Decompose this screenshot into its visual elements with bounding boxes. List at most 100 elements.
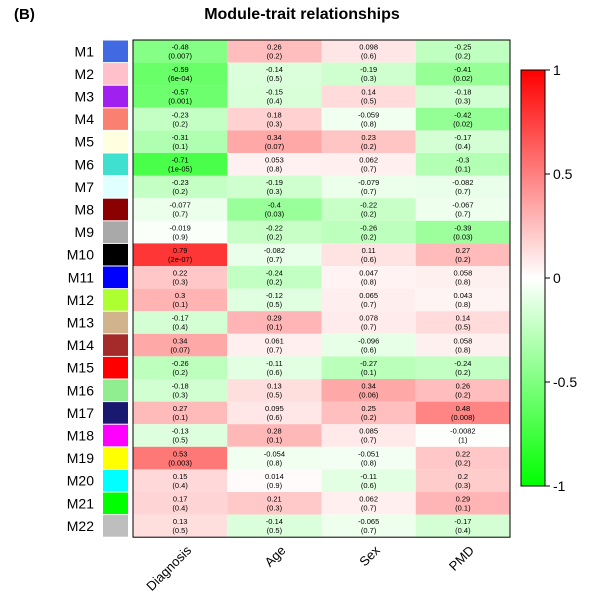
heatmap-cell bbox=[133, 175, 228, 199]
cell-correlation-label: -0.18 bbox=[172, 382, 189, 391]
module-color-swatch bbox=[103, 356, 128, 379]
cell-correlation-label: 0.79 bbox=[173, 246, 188, 255]
heatmap-cell bbox=[415, 175, 510, 199]
cell-correlation-label: -0.14 bbox=[266, 517, 283, 526]
heatmap-cell bbox=[415, 379, 510, 402]
cell-correlation-label: 0.065 bbox=[359, 291, 378, 300]
cell-correlation-label: 0.29 bbox=[456, 495, 471, 504]
heatmap-cell bbox=[415, 424, 510, 447]
column-label: Age bbox=[262, 543, 289, 570]
row-label: M3 bbox=[75, 89, 95, 105]
cell-pvalue-label: (0.008) bbox=[451, 413, 475, 422]
colorbar-tick-label: 0 bbox=[553, 270, 561, 286]
cell-pvalue-label: (0.3) bbox=[455, 481, 471, 490]
heatmap-cell bbox=[415, 266, 510, 289]
cell-correlation-label: 0.078 bbox=[359, 314, 378, 323]
cell-correlation-label: 0.25 bbox=[361, 404, 376, 413]
cell-pvalue-label: (0.5) bbox=[267, 526, 283, 535]
cell-correlation-label: -0.26 bbox=[360, 223, 377, 232]
heatmap-cell bbox=[321, 130, 416, 153]
cell-correlation-label: 0.3 bbox=[175, 291, 185, 300]
cell-correlation-label: -0.0082 bbox=[450, 427, 475, 436]
cell-pvalue-label: (0.03) bbox=[453, 232, 473, 241]
cell-correlation-label: 0.34 bbox=[267, 133, 282, 142]
module-color-swatch bbox=[103, 469, 128, 492]
row-label: M8 bbox=[75, 202, 95, 218]
heatmap-cell bbox=[321, 220, 416, 244]
cell-pvalue-label: (0.7) bbox=[267, 345, 283, 354]
cell-correlation-label: 0.014 bbox=[265, 472, 284, 481]
cell-correlation-label: 0.18 bbox=[267, 110, 282, 119]
heatmap-cell bbox=[415, 446, 510, 470]
cell-pvalue-label: (0.8) bbox=[361, 278, 377, 287]
cell-pvalue-label: (0.2) bbox=[267, 278, 283, 287]
column-label: PMD bbox=[446, 543, 477, 574]
heatmap-cell bbox=[133, 356, 228, 379]
heatmap-cell bbox=[133, 311, 228, 334]
cell-pvalue-label: (0.4) bbox=[172, 504, 188, 513]
heatmap-cell bbox=[415, 492, 510, 515]
heatmap-cell bbox=[321, 514, 416, 538]
heatmap-cell bbox=[133, 514, 228, 538]
module-color-swatch bbox=[103, 266, 128, 289]
cell-correlation-label: 0.34 bbox=[361, 382, 376, 391]
cell-pvalue-label: (0.02) bbox=[453, 74, 473, 83]
cell-correlation-label: -0.22 bbox=[360, 201, 377, 210]
module-color-swatch bbox=[103, 243, 128, 266]
row-label: M5 bbox=[75, 134, 95, 150]
heatmap-cell bbox=[415, 401, 510, 425]
row-label: M6 bbox=[75, 156, 95, 172]
module-color-swatch bbox=[103, 108, 128, 130]
cell-pvalue-label: (0.3) bbox=[455, 97, 471, 106]
heatmap-cell bbox=[227, 153, 322, 176]
cell-pvalue-label: (0.8) bbox=[267, 458, 283, 467]
row-label: M7 bbox=[75, 179, 95, 195]
cell-pvalue-label: (0.6) bbox=[361, 255, 377, 264]
cell-correlation-label: -0.067 bbox=[452, 201, 473, 210]
cell-pvalue-label: (0.2) bbox=[361, 232, 377, 241]
heatmap-cell bbox=[321, 288, 416, 312]
module-color-swatch bbox=[103, 176, 128, 198]
cell-pvalue-label: (0.5) bbox=[172, 526, 188, 535]
heatmap-cell bbox=[133, 446, 228, 470]
module-color-swatch bbox=[103, 379, 128, 402]
heatmap-cell bbox=[321, 401, 416, 425]
cell-pvalue-label: (0.3) bbox=[267, 504, 283, 513]
heatmap-cell bbox=[227, 107, 322, 131]
cell-correlation-label: -0.41 bbox=[454, 65, 471, 74]
heatmap-cell bbox=[227, 424, 322, 447]
cell-correlation-label: 0.53 bbox=[173, 449, 188, 458]
heatmap-cell bbox=[133, 333, 228, 357]
cell-pvalue-label: (0.1) bbox=[172, 413, 188, 422]
cell-correlation-label: -0.4 bbox=[268, 201, 281, 210]
cell-pvalue-label: (0.8) bbox=[361, 458, 377, 467]
colorbar-tick-label: -0.5 bbox=[553, 374, 577, 390]
heatmap-cell bbox=[227, 40, 322, 63]
heatmap-cell bbox=[227, 288, 322, 312]
heatmap-cell bbox=[227, 379, 322, 402]
cell-correlation-label: -0.27 bbox=[360, 359, 377, 368]
cell-correlation-label: -0.059 bbox=[358, 110, 379, 119]
cell-pvalue-label: (0.03) bbox=[265, 210, 285, 219]
heatmap-cell bbox=[133, 379, 228, 402]
module-color-swatch bbox=[103, 492, 128, 515]
cell-pvalue-label: (0.5) bbox=[267, 300, 283, 309]
cell-pvalue-label: (0.3) bbox=[361, 74, 377, 83]
cell-correlation-label: 0.085 bbox=[359, 427, 378, 436]
heatmap-cell bbox=[133, 40, 228, 63]
cell-pvalue-label: (0.2) bbox=[172, 119, 188, 128]
cell-pvalue-label: (0.4) bbox=[455, 526, 471, 535]
heatmap-cell bbox=[321, 40, 416, 63]
cell-correlation-label: 0.15 bbox=[173, 472, 188, 481]
cell-correlation-label: -0.096 bbox=[358, 336, 379, 345]
cell-pvalue-label: (0.1) bbox=[267, 323, 283, 332]
module-color-swatch bbox=[103, 198, 128, 221]
row-label: M10 bbox=[67, 247, 94, 263]
heatmap-cell bbox=[133, 153, 228, 176]
cell-pvalue-label: (0.7) bbox=[267, 255, 283, 264]
heatmap-cell bbox=[321, 198, 416, 221]
cell-pvalue-label: (0.003) bbox=[168, 458, 192, 467]
heatmap-border bbox=[132, 39, 511, 538]
cell-pvalue-label: (0.7) bbox=[361, 323, 377, 332]
